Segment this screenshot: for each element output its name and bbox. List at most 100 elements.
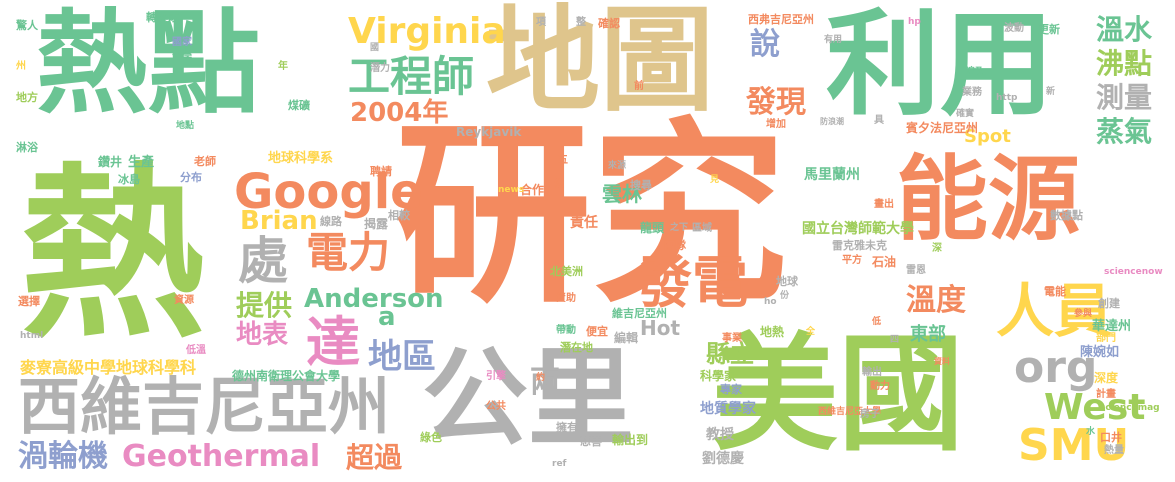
- word-pingfang: 平方: [842, 255, 862, 266]
- word-yinqing: 引擎: [486, 371, 506, 382]
- word-di: 低: [872, 317, 882, 327]
- word-bumen: 部門: [1096, 333, 1116, 344]
- word-shuchudao: 輸出到: [612, 433, 649, 447]
- word-chenwanru: 陳婉如: [1080, 345, 1120, 360]
- word-malilan: 馬里蘭州: [804, 167, 860, 183]
- word-dianneng: 電能: [1044, 285, 1066, 298]
- word-biaoji: 遍及: [966, 67, 985, 77]
- word-virginia: Virginia: [348, 11, 506, 52]
- word-shuju: 數據點: [1050, 209, 1083, 222]
- word-dianli: 電力: [306, 228, 391, 277]
- word-sousuo: 搜尋: [630, 179, 652, 192]
- word-hezuo: 合作: [520, 183, 545, 197]
- word-xiweijinidaxue: 西維吉尼亞大學: [818, 407, 882, 417]
- word-dezhou: 德州南衛理公會大學: [232, 369, 341, 383]
- word-hot: Hot: [640, 316, 681, 340]
- word-zengjia: 增加: [766, 119, 786, 130]
- word-faxian: 發現: [746, 85, 806, 120]
- word-linyu: 淋浴: [16, 141, 38, 154]
- word-daidong: 帶動: [556, 325, 576, 336]
- word-dibu: 地點: [176, 121, 195, 131]
- word-yewu: 業務: [962, 87, 982, 98]
- word-anderson: Anderson: [304, 284, 444, 314]
- word-jian2: 見: [710, 175, 720, 185]
- word-a: a: [378, 302, 396, 332]
- word-qianli: 潛力: [370, 63, 390, 74]
- word-pianyi: 便宜: [586, 325, 608, 338]
- word-west: West: [1044, 387, 1146, 428]
- word-html: html: [20, 331, 44, 341]
- word-longtou: 龍頭: [640, 221, 665, 235]
- word-laoshi: 老師: [194, 155, 216, 168]
- word-shuo: 說: [750, 27, 780, 62]
- word-shida: 國立台灣師範大學: [802, 221, 914, 237]
- word-xiang: 項: [536, 17, 546, 28]
- word-bodong: 波動: [1004, 23, 1024, 34]
- word-leikeyaweike: 雷克雅未克: [832, 239, 887, 252]
- word-chu: 處: [238, 232, 288, 290]
- word-xianli: 縣立: [706, 340, 754, 368]
- word-wolunji: 渦輪機: [18, 439, 108, 474]
- word-bianji: 編輯: [614, 331, 639, 345]
- word-liang: 兩: [530, 365, 560, 400]
- word-jiaoshou: 教授: [706, 427, 734, 443]
- word-diqu: 地區: [368, 337, 436, 377]
- word-jingren: 驚人: [16, 19, 38, 32]
- word-zeren: 責任: [570, 215, 598, 231]
- word-juyou: 具: [874, 115, 884, 126]
- word-chuangjian: 創建: [1098, 297, 1120, 310]
- word-dongli: 動力: [870, 381, 890, 392]
- word-re: 熱: [20, 146, 207, 363]
- word-huachu: 畫出: [874, 199, 894, 210]
- word-huadazhou: 華達州: [1092, 319, 1132, 334]
- word-tuandui: 團隊: [664, 239, 686, 252]
- word-queren: 確認: [598, 17, 620, 30]
- word-gengxin: 更新: [1038, 23, 1060, 36]
- word-zuanjing: 鑽井: [98, 155, 123, 169]
- word-kexuejia: 科學家: [700, 369, 737, 383]
- word-lvse: 綠色: [420, 431, 442, 444]
- word-wu: 五: [558, 155, 568, 166]
- word-maliaotech: 麥寮高級中學地球科學科: [20, 358, 197, 377]
- word-zhuanhuancheng: 轉換成: [146, 11, 179, 24]
- word-qiancaidi: 潛在地: [560, 341, 593, 354]
- word-yanjiu: 研究: [395, 102, 788, 330]
- word-celiang: 測量: [1096, 81, 1153, 114]
- word-wendu: 溫度: [906, 283, 966, 318]
- word-gongli: 公里: [422, 337, 634, 460]
- word-gongchengshi: 工程師: [348, 52, 475, 101]
- word-shui: 水: [1086, 427, 1096, 437]
- word-meikuang: 煤礦: [288, 99, 310, 112]
- word-xiweijini: 西維吉尼亞州: [18, 370, 391, 443]
- word-zhou: 州: [16, 61, 26, 72]
- word-fenbu: 分布: [180, 171, 202, 184]
- word-zhixia: 之下: [670, 223, 689, 233]
- word-gong: 供: [554, 179, 564, 190]
- word-jian: 前: [634, 81, 644, 92]
- word-xin: 新: [1046, 87, 1056, 97]
- word-si: 四: [890, 335, 900, 345]
- word-quan: 全: [806, 327, 816, 337]
- word-reykjavik: Reykjavik: [456, 125, 522, 139]
- word-difang: 地方: [16, 91, 38, 104]
- word-canyu: 參與: [1074, 309, 1093, 319]
- word-reliang: 熱量: [1104, 445, 1124, 456]
- word-xianlu: 線路: [320, 215, 342, 228]
- word-jietou: 揭露: [364, 217, 389, 231]
- word-geothermal: Geothermal: [122, 439, 321, 474]
- word-ziliao: 資料: [934, 357, 950, 366]
- word-smu: SMU: [1018, 420, 1130, 471]
- word-wenshui: 溫水: [1096, 13, 1153, 46]
- word-xiweijini2: 維吉尼亞州: [612, 307, 667, 320]
- word-renyuan: 人員: [996, 277, 1113, 345]
- word-pinqing: 聘請: [370, 165, 392, 178]
- word-chaoguo: 超過: [346, 441, 403, 474]
- word-xuanze: 選擇: [18, 295, 40, 308]
- word-zizhu: 資助: [556, 293, 576, 304]
- word-ziyuan: 資源: [174, 295, 194, 306]
- word-diqiukexuexi: 地球科學系: [268, 151, 334, 166]
- word-youyong: 有用: [824, 35, 843, 45]
- word-xiangjiao: 相較: [388, 209, 410, 222]
- word-yunlin: 雲林: [602, 182, 642, 206]
